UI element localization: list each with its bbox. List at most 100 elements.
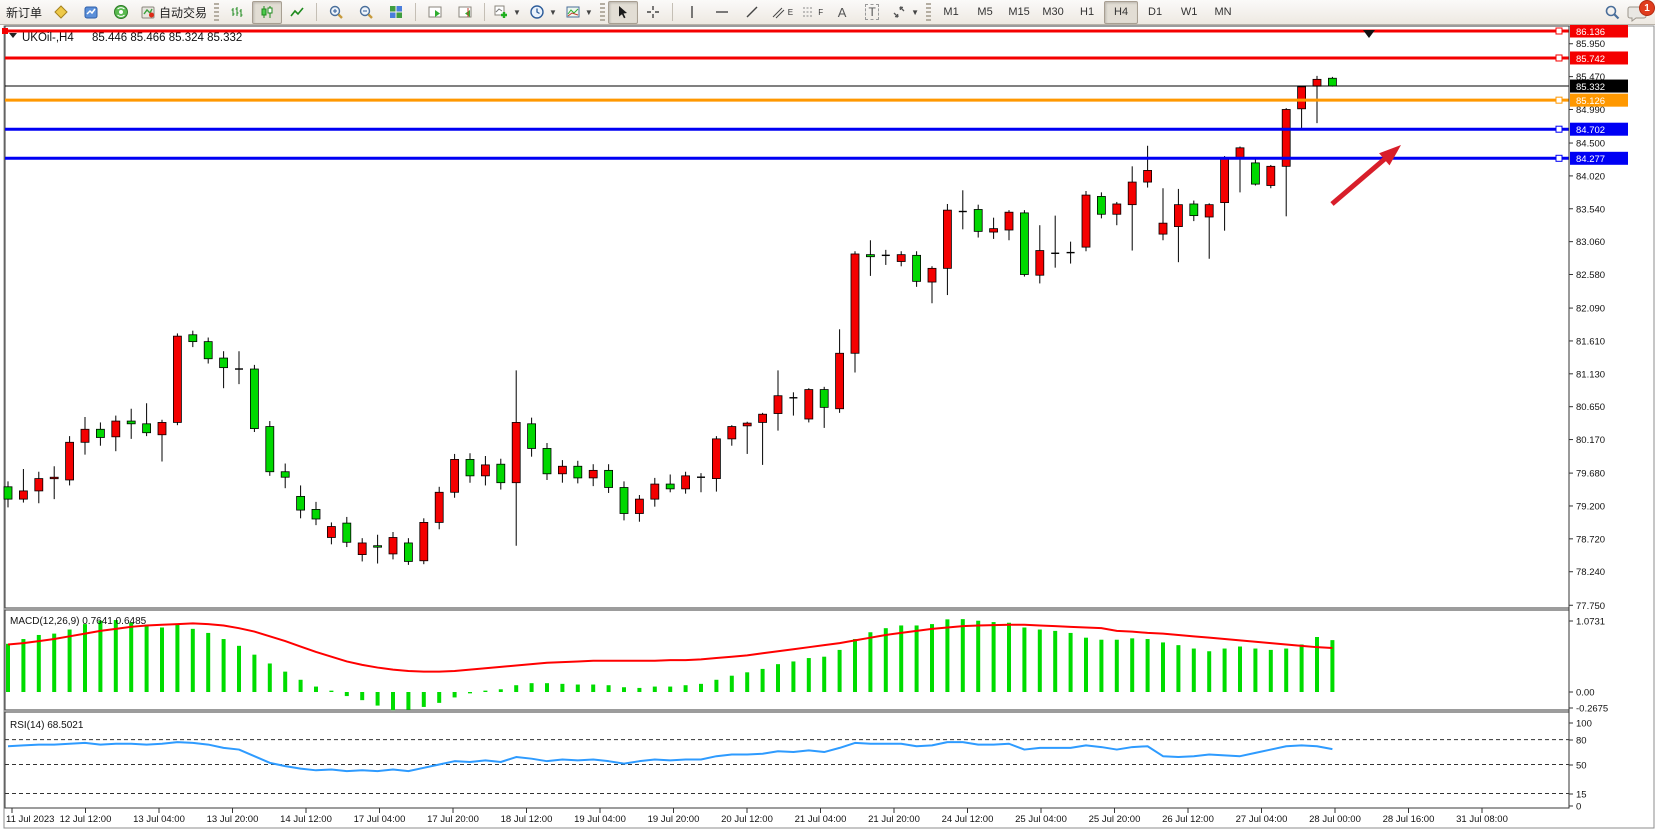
arrows-tool-button[interactable]: ▼ — [887, 1, 923, 24]
rsi-axis-label: 100 — [1576, 719, 1592, 730]
macd-histogram-bar — [1099, 639, 1104, 692]
candle-up — [172, 335, 182, 423]
tile-windows-button[interactable] — [381, 1, 411, 24]
candle-up — [65, 441, 74, 481]
chart-title-ohlc: 85.446 85.466 85.324 85.332 — [92, 32, 242, 44]
macd-histogram-bar — [1238, 646, 1242, 692]
price-tick-label: 80.650 — [1576, 402, 1605, 413]
symbol-dropdown-icon[interactable] — [9, 33, 17, 38]
market-watch-button[interactable] — [76, 1, 106, 24]
timeframe-d1[interactable]: D1 — [1148, 6, 1163, 18]
time-tick-label: 17 Jul 20:00 — [427, 814, 479, 825]
rsi-indicator-label: RSI(14) 68.5021 — [10, 720, 84, 731]
price-line-badge — [1570, 51, 1628, 65]
timeframe-m15[interactable]: M15 — [1008, 6, 1030, 18]
rsi-axis-label: 80 — [1576, 736, 1587, 747]
price-tick-label: 81.610 — [1576, 336, 1605, 347]
macd-histogram-bar — [668, 686, 673, 692]
indicators-button[interactable]: ▼ — [489, 1, 525, 24]
candle-up — [18, 490, 28, 500]
time-tick-label: 31 Jul 08:00 — [1456, 814, 1508, 825]
notifications-button[interactable]: 1 — [1627, 0, 1655, 23]
candle-up — [588, 469, 598, 479]
price-tick-label: 78.720 — [1576, 534, 1605, 545]
macd-histogram-bar — [714, 679, 719, 692]
timeframe-h1[interactable]: H1 — [1080, 6, 1095, 18]
signal-button[interactable] — [106, 1, 136, 24]
candle-up — [511, 422, 521, 484]
macd-histogram-bar — [883, 628, 888, 692]
chart-shift-button[interactable] — [450, 1, 480, 24]
vertical-line-tool-button[interactable] — [677, 1, 707, 24]
clock-icon — [530, 5, 544, 19]
timeframe-m5[interactable]: M5 — [977, 6, 993, 18]
price-line-handle — [1555, 154, 1563, 162]
time-tick-label: 25 Jul 20:00 — [1089, 814, 1141, 825]
toolbar-separator — [671, 3, 673, 21]
candle-up — [681, 475, 690, 490]
zoom-out-button[interactable] — [351, 1, 381, 24]
candle-up — [1127, 181, 1137, 206]
macd-histogram-bar — [1037, 629, 1042, 692]
chart-title-symbol: UKOil-,H4 — [22, 32, 74, 44]
timeframe-m1[interactable]: M1 — [943, 6, 959, 18]
timeframe-group: M1 M5 M15 M30 H1 H4 D1 W1 MN — [934, 0, 1240, 24]
periods-button[interactable]: ▼ — [525, 1, 561, 24]
timeframe-m30[interactable]: M30 — [1042, 6, 1064, 18]
candle-up — [1266, 165, 1276, 186]
chart-shift-icon — [458, 6, 472, 18]
zoom-in-button[interactable] — [321, 1, 351, 24]
bar-chart-button[interactable] — [222, 1, 252, 24]
trendline-tool-button[interactable] — [737, 1, 767, 24]
search-button[interactable] — [1597, 1, 1627, 24]
text-label-tool-button[interactable]: T — [857, 1, 887, 24]
candle-up — [558, 465, 567, 475]
autotrading-button[interactable]: 自动交易 — [136, 1, 211, 24]
toolbar-separator — [316, 3, 318, 21]
cursor-tool-button[interactable] — [607, 0, 638, 24]
top-toolbar: 新订单 自动交易 ▼ ▼ — [0, 0, 1655, 25]
candle-down — [912, 254, 921, 282]
macd-histogram-bar — [483, 690, 488, 692]
macd-signal-line — [7, 622, 1333, 673]
timeframe-w1[interactable]: W1 — [1180, 6, 1198, 18]
candle-up — [1004, 211, 1014, 231]
macd-histogram-bar — [560, 683, 565, 692]
gold-diamond-icon[interactable] — [46, 1, 76, 24]
candle-up — [835, 352, 844, 410]
line-chart-button[interactable] — [282, 1, 312, 24]
dropdown-caret: ▼ — [548, 7, 557, 17]
fibonacci-tool-button[interactable]: F — [797, 1, 827, 24]
horizontal-line-tool-button[interactable] — [707, 1, 737, 24]
candlestick-chart-button[interactable] — [252, 0, 283, 24]
candle-down — [3, 486, 13, 500]
search-icon — [1605, 5, 1619, 19]
candle-up — [157, 422, 167, 436]
timeframe-mn[interactable]: MN — [1214, 6, 1232, 18]
candle-up — [927, 267, 937, 283]
macd-histogram-bar — [98, 620, 103, 692]
toolbar-separator — [415, 3, 417, 21]
channel-tool-button[interactable]: E — [767, 1, 797, 24]
new-order-button[interactable]: 新订单 — [6, 5, 43, 20]
crosshair-tool-button[interactable] — [638, 1, 668, 24]
candle-down — [203, 341, 213, 360]
price-tick-label: 83.060 — [1576, 237, 1605, 248]
macd-axis-label: -0.2675 — [1576, 704, 1608, 715]
price-tick-label: 80.170 — [1576, 435, 1605, 446]
trend-arrow-line[interactable] — [1330, 155, 1389, 206]
text-tool-button[interactable]: A — [827, 1, 857, 24]
macd-histogram-bar — [729, 675, 734, 692]
rsi-axis-label: 15 — [1576, 790, 1587, 801]
macd-histogram-bar — [237, 645, 241, 692]
timeframe-h4[interactable]: H4 — [1104, 0, 1139, 24]
macd-histogram-bar — [406, 692, 411, 710]
candle-up — [712, 438, 721, 479]
templates-button[interactable]: ▼ — [561, 1, 597, 24]
macd-histogram-bar — [468, 692, 472, 694]
auto-scroll-button[interactable] — [420, 1, 450, 24]
quotes-icon — [84, 6, 98, 19]
toolbar-drag-handle — [214, 3, 220, 21]
macd-histogram-bar — [930, 624, 934, 692]
